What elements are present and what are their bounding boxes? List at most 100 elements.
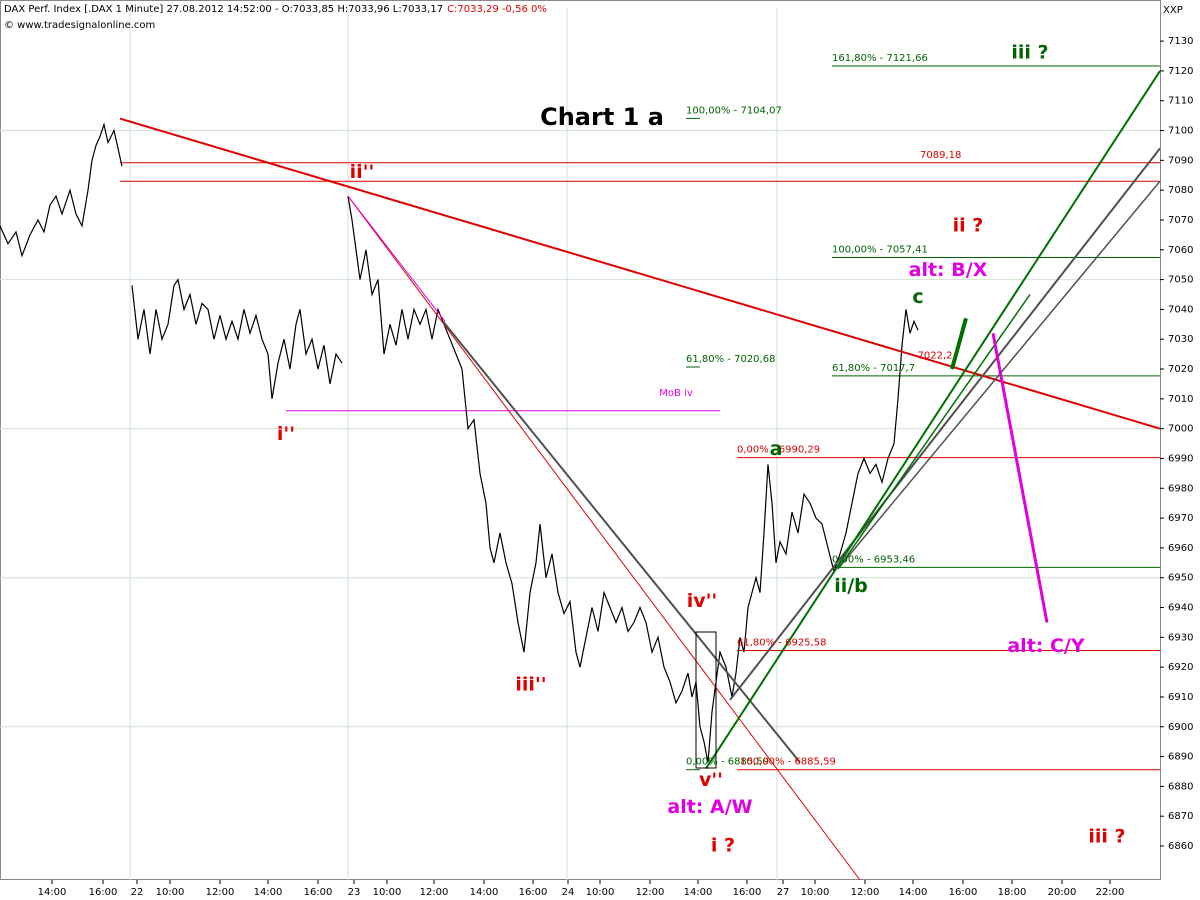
y-tick-label: 7010 <box>1168 394 1193 405</box>
y-tick-label: 6970 <box>1168 513 1193 524</box>
y-tick-label: 6880 <box>1168 781 1193 792</box>
x-tick-label: 14:00 <box>38 887 67 898</box>
y-tick-label: 6960 <box>1168 543 1193 554</box>
y-tick-label: 6920 <box>1168 662 1193 673</box>
x-tick-label: 14:00 <box>899 887 928 898</box>
trend-line <box>119 117 1161 430</box>
y-tick-label: 7050 <box>1168 275 1193 286</box>
trend-line <box>837 180 1161 570</box>
wave-label: i ? <box>711 835 735 857</box>
y-tick-label: 7090 <box>1168 155 1193 166</box>
y-tick-label: 7040 <box>1168 304 1193 315</box>
wave-label: v'' <box>699 769 723 791</box>
marks <box>0 65 1161 881</box>
x-tick-label: 10:00 <box>156 887 185 898</box>
level-label: 100,00% - 6885,59 <box>740 757 836 768</box>
x-tick-label: 24 <box>562 887 575 898</box>
y-tick-label: 6890 <box>1168 752 1193 763</box>
y-tick-label: 6950 <box>1168 573 1193 584</box>
x-tick-label: 16:00 <box>519 887 548 898</box>
level-label: 61,80% - 7020,68 <box>686 354 775 365</box>
plot-frame <box>0 0 1161 880</box>
wave-label: i'' <box>277 423 295 445</box>
chart-title: Chart 1 a <box>540 103 664 131</box>
labels: 6860 6870 6880 6890 6900 6910 6920 6930 6940 6950… <box>38 36 1194 898</box>
x-tick-label: 18:00 <box>998 887 1027 898</box>
wave-label: a <box>770 438 783 460</box>
level-label: 0,00% - 6885,59 <box>686 757 769 768</box>
header: DAX Perf. Index [.DAX 1 Minute] 27.08.20… <box>4 4 443 15</box>
x-tick-label: 14:00 <box>254 887 283 898</box>
trend-line <box>705 70 1161 770</box>
y-tick-label: 7110 <box>1168 96 1193 107</box>
trend-line <box>950 317 968 370</box>
level-label: 100,00% - 7104,07 <box>686 105 782 116</box>
y-tick-label: 6940 <box>1168 603 1193 614</box>
x-tick-label: 14:00 <box>684 887 713 898</box>
price-line <box>0 122 919 763</box>
x-tick-label: 16:00 <box>733 887 762 898</box>
x-tick-label: 27 <box>777 887 790 898</box>
wave-label: iii ? <box>1011 42 1048 64</box>
wave-label: alt: B/X <box>909 259 988 281</box>
trend-line <box>347 195 446 322</box>
level-label: 0,00% - 6990,29 <box>737 445 820 456</box>
x-tick-label: 22:00 <box>1096 887 1125 898</box>
y-tick-label: 6860 <box>1168 841 1193 852</box>
wave-label: ii ? <box>953 214 984 236</box>
y-tick-label: 6900 <box>1168 722 1193 733</box>
x-tick-label: 20:00 <box>1048 887 1077 898</box>
corner-label: XXP <box>1163 5 1183 16</box>
level-label: 100,00% - 7057,41 <box>832 244 928 255</box>
y-tick-label: 6980 <box>1168 483 1193 494</box>
wave-label: alt: A/W <box>667 796 752 818</box>
y-tick-label: 7060 <box>1168 245 1193 256</box>
trend-line <box>442 320 801 764</box>
y-tick-label: 7130 <box>1168 36 1193 47</box>
note: MoB iv <box>659 388 693 399</box>
y-tick-label: 7030 <box>1168 334 1193 345</box>
x-tick-label: 10:00 <box>801 887 830 898</box>
y-tick-label: 6870 <box>1168 811 1193 822</box>
x-tick-label: 23 <box>348 887 361 898</box>
trend-line <box>729 147 1161 701</box>
level-label: 61,80% - 7017,7 <box>832 363 915 374</box>
x-tick-label: 12:00 <box>206 887 235 898</box>
wave-label: ii/b <box>834 575 868 597</box>
y-tick-label: 7080 <box>1168 185 1193 196</box>
trend-line <box>991 332 1049 623</box>
y-tick-label: 6990 <box>1168 453 1193 464</box>
x-tick-label: 12:00 <box>636 887 665 898</box>
trend-line <box>347 195 861 881</box>
highlight-box <box>695 631 717 769</box>
header-change: C:7033,29 -0,56 0% <box>447 4 547 15</box>
y-tick-label: 7100 <box>1168 126 1193 137</box>
x-tick-label: 16:00 <box>949 887 978 898</box>
y-tick-label: 7070 <box>1168 215 1193 226</box>
level-label: 7089,18 <box>920 150 961 161</box>
y-tick-label: 7120 <box>1168 66 1193 77</box>
y-tick-label: 7000 <box>1168 424 1193 435</box>
wave-label: c <box>912 286 923 308</box>
wave-label: iii'' <box>515 674 546 696</box>
x-tick-label: 16:00 <box>89 887 118 898</box>
copyright: © www.tradesignalonline.com <box>4 20 155 31</box>
wave-label: ii'' <box>350 161 375 183</box>
trend-line <box>837 294 1031 570</box>
x-tick-label: 12:00 <box>851 887 880 898</box>
x-tick-label: 12:00 <box>420 887 449 898</box>
x-tick-label: 16:00 <box>304 887 333 898</box>
x-tick-label: 10:00 <box>586 887 615 898</box>
x-tick-label: 22 <box>131 887 144 898</box>
wave-label: iv'' <box>687 590 718 612</box>
x-tick-label: 14:00 <box>470 887 499 898</box>
wave-label: alt: C/Y <box>1007 635 1085 657</box>
y-tick-label: 6930 <box>1168 632 1193 643</box>
level-label: 0,00% - 6953,46 <box>832 554 915 565</box>
note: 7022,2 <box>918 351 953 362</box>
level-label: 161,80% - 7121,66 <box>832 53 928 64</box>
x-tick-label: 10:00 <box>373 887 402 898</box>
wave-label: iii ? <box>1088 826 1125 848</box>
